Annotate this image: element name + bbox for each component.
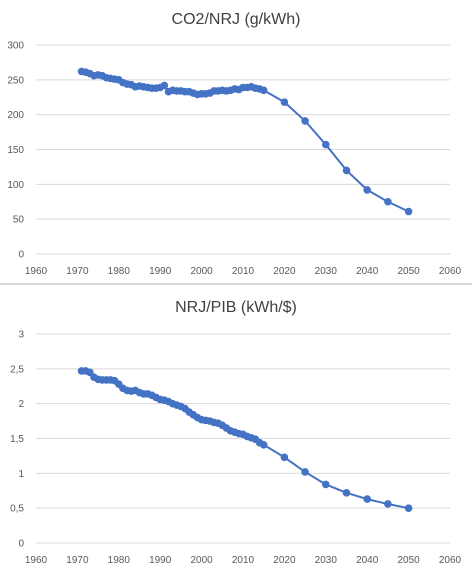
x-tick-label: 2010	[232, 555, 255, 566]
y-tick-label: 2	[18, 399, 24, 410]
chart-nrj-pib: NRJ/PIB (kWh/$) 0 0,5 1 1,5 2 2,5 3 1960 1970 19…	[10, 299, 462, 566]
x-tick-label: 2060	[439, 266, 462, 277]
x-tick-label: 1960	[25, 266, 48, 277]
data-point	[363, 495, 372, 503]
y-tick-label: 250	[7, 75, 24, 86]
y-tick-label: 100	[7, 180, 24, 191]
x-tick-label: 2030	[315, 266, 338, 277]
data-point	[342, 489, 351, 497]
y-tick-label: 50	[13, 215, 25, 226]
x-tick-label: 2000	[190, 266, 213, 277]
x-tick-label: 1980	[108, 266, 131, 277]
data-point	[259, 86, 268, 95]
y-tick-label: 3	[18, 330, 24, 341]
data-point	[384, 197, 392, 206]
data-point	[86, 368, 94, 377]
data-point	[404, 207, 413, 216]
y-tick-label: 0,5	[10, 504, 24, 515]
data-point	[160, 81, 169, 90]
y-tick-label: 0	[18, 539, 24, 550]
x-tick-label: 2020	[273, 555, 296, 566]
x-tick-label: 2050	[397, 555, 420, 566]
y-tick-label: 300	[7, 41, 24, 52]
x-tick-label: 1960	[25, 555, 48, 566]
x-tick-label: 1990	[149, 266, 172, 277]
x-tick-label: 2040	[356, 266, 379, 277]
x-tick-label: 1970	[66, 266, 89, 277]
chart-panel-co2-nrj: CO2/NRJ (g/kWh) 0 50 100 150 200 250 300 1960 1…	[0, 0, 472, 283]
x-tick-label: 2020	[273, 266, 296, 277]
data-point	[404, 504, 413, 512]
series-line	[81, 70, 410, 213]
y-tick-label: 2,5	[10, 364, 24, 375]
data-point	[363, 186, 372, 194]
y-tick-label: 1	[18, 469, 24, 480]
data-point	[301, 468, 309, 476]
x-tick-label: 2040	[356, 555, 379, 566]
x-tick-label: 1970	[66, 555, 89, 566]
panel-divider	[0, 283, 472, 285]
y-tick-label: 200	[7, 110, 24, 121]
x-tick-label: 2030	[315, 555, 338, 566]
x-tick-label: 1980	[108, 555, 131, 566]
chart-co2-nrj: CO2/NRJ (g/kWh) 0 50 100 150 200 250 300 1960 1…	[7, 11, 462, 277]
data-point	[384, 500, 392, 508]
y-tick-label: 1,5	[10, 434, 24, 445]
data-point	[322, 480, 330, 489]
y-tick-label: 150	[7, 145, 24, 156]
data-point	[280, 98, 289, 106]
chart-panel-nrj-pib: NRJ/PIB (kWh/$) 0 0,5 1 1,5 2 2,5 3 1960 1970 19…	[0, 285, 472, 568]
data-point	[301, 117, 309, 125]
x-tick-label: 2010	[232, 266, 255, 277]
x-tick-label: 2060	[439, 555, 462, 566]
data-point	[342, 166, 351, 175]
data-point	[280, 453, 289, 462]
data-point	[322, 140, 330, 149]
chart-title: CO2/NRJ (g/kWh)	[172, 11, 301, 28]
chart-title: NRJ/PIB (kWh/$)	[175, 299, 297, 316]
x-tick-label: 2000	[190, 555, 213, 566]
x-tick-label: 1990	[149, 555, 172, 566]
data-point	[259, 440, 268, 449]
y-tick-label: 0	[18, 250, 24, 261]
x-tick-label: 2050	[397, 266, 420, 277]
